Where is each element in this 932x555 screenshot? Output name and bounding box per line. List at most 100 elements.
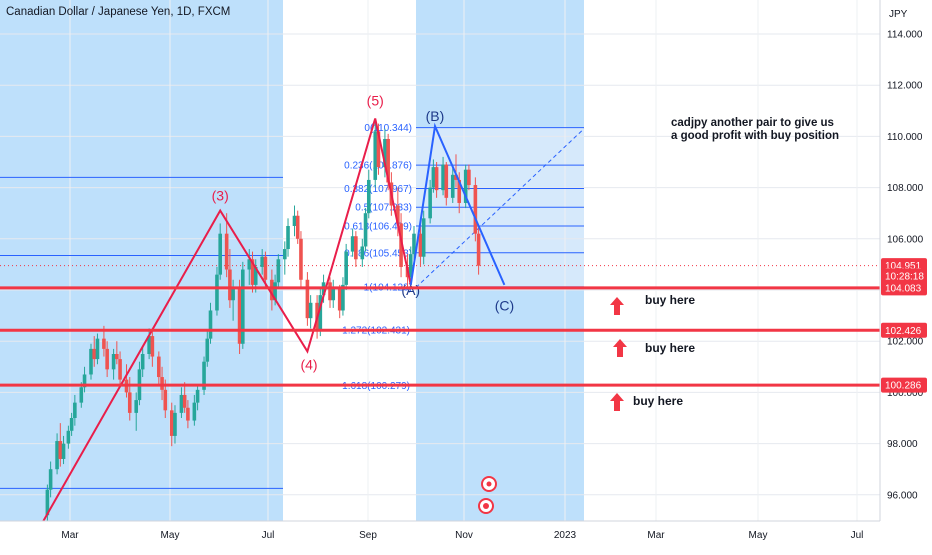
candle-body	[179, 394, 184, 413]
x-tick-3: Sep	[359, 530, 377, 541]
candle-body	[55, 441, 59, 470]
candle-body	[115, 354, 119, 360]
candle-body	[140, 354, 145, 370]
y-tick-7: 110.000	[887, 132, 923, 143]
price-badge-1	[881, 268, 927, 284]
candle-body	[366, 179, 371, 214]
wave-label-B: (B)	[426, 108, 445, 124]
candle-body	[95, 338, 100, 360]
candle-body	[463, 169, 468, 203]
wave-path-red	[38, 118, 412, 529]
time-axis-bg	[0, 521, 932, 550]
candle-body	[102, 338, 106, 349]
candle-body	[318, 295, 323, 331]
price-badge-2	[881, 280, 927, 296]
candle-body	[173, 412, 177, 436]
candle-body	[408, 254, 413, 278]
x-tick-6: Mar	[647, 530, 665, 541]
candle-body	[237, 287, 242, 344]
y-tick-9: 114.000	[887, 30, 923, 41]
candle-body	[192, 402, 197, 421]
candle-body	[434, 167, 439, 191]
candle-body	[105, 348, 109, 370]
candle-body	[363, 213, 368, 247]
candle-body	[412, 233, 416, 255]
candle-body	[457, 179, 462, 203]
candle-body	[186, 407, 190, 421]
candle-body	[224, 233, 229, 270]
price-badge-label-4: 100.286	[885, 381, 922, 392]
candle-body	[344, 251, 348, 285]
candle-body	[66, 430, 71, 444]
candle-body	[386, 138, 390, 183]
event-flag-dot	[486, 481, 492, 487]
candle-body	[218, 233, 222, 275]
arrows-layer: buy here buy here buy here	[478, 293, 695, 514]
note-line-1: cadjpy another pair to give us	[671, 117, 834, 129]
x-tick-8: Jul	[851, 530, 864, 541]
candle-body	[150, 336, 155, 357]
candle-body	[160, 377, 164, 390]
y-tick-0: 96.000	[887, 490, 918, 501]
candle-body	[169, 410, 174, 436]
candle-body	[48, 469, 53, 490]
candle-body	[350, 236, 355, 252]
price-badge-label-3: 102.426	[885, 326, 922, 337]
candle-body	[253, 266, 258, 285]
candle-body	[328, 282, 332, 301]
candle-body	[341, 284, 345, 311]
y-tick-1: 98.000	[887, 439, 918, 450]
candle-body	[431, 167, 436, 188]
price-badge-label-2: 104.083	[885, 283, 922, 294]
x-tick-2: Jul	[262, 530, 275, 541]
candle-body	[373, 131, 378, 180]
candle-body	[383, 138, 387, 168]
candle-body	[450, 174, 455, 198]
candle-body	[454, 174, 458, 180]
candle-body	[73, 402, 77, 418]
analysis-note: cadjpy another pair to give us a good pr…	[671, 117, 839, 143]
price-badge-label-0: 104.951	[885, 261, 922, 272]
candle-body	[163, 389, 168, 411]
candle-body	[421, 218, 426, 257]
candle-body	[418, 233, 423, 257]
candle-body	[61, 443, 66, 459]
price-badge-3	[881, 322, 927, 338]
chart-title: Canadian Dollar / Japanese Yen, 1D, FXCM	[6, 6, 231, 18]
fib-label-0: 0(110.344)	[364, 123, 412, 134]
candle-body	[79, 387, 84, 403]
fib-label-0.786: 0.786(105.453)	[344, 248, 412, 259]
y-tick-5: 106.000	[887, 234, 924, 245]
note-line-2: a good profit with buy position	[671, 130, 840, 142]
candle-body	[215, 274, 219, 311]
wave-label-3: (3)	[212, 187, 229, 203]
y-tick-3: 102.000	[887, 337, 924, 348]
y-tick-6: 108.000	[887, 183, 924, 194]
candle-body	[282, 249, 287, 260]
candle-body	[205, 338, 210, 362]
candle-body	[270, 279, 274, 301]
candle-body	[127, 392, 132, 413]
wave-label-5: (5)	[367, 93, 384, 109]
background-layer	[0, 0, 584, 521]
candle-body	[247, 259, 252, 270]
candle-body	[308, 302, 313, 319]
fib-diagonal	[415, 128, 585, 288]
candle-body	[399, 223, 403, 267]
price-badge-label-1: 10:28:18	[885, 271, 924, 282]
buy-label-2: buy here	[633, 394, 683, 408]
candle-body	[195, 389, 200, 403]
candle-body	[147, 336, 151, 354]
candle-body	[295, 215, 300, 239]
candle-body	[467, 169, 471, 186]
x-tick-0: Mar	[61, 530, 79, 541]
buy-arrow-icon-2	[610, 393, 624, 411]
candle-body	[111, 354, 116, 370]
candle-body	[360, 246, 365, 260]
y-tick-8: 112.000	[887, 81, 923, 92]
candle-body	[118, 359, 122, 380]
highlight-zone-left	[0, 0, 283, 521]
